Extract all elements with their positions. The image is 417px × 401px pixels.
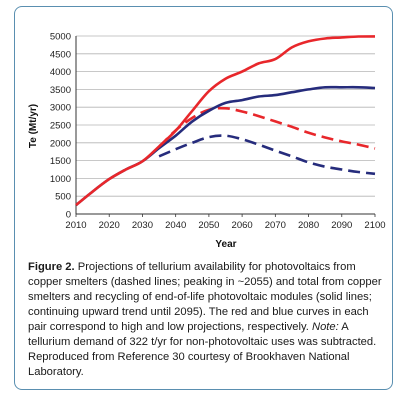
y-tick-label: 3000 xyxy=(50,103,71,114)
x-axis-title: Year xyxy=(215,239,236,250)
grid-layer xyxy=(76,35,375,197)
y-tick-label: 1500 xyxy=(50,156,71,167)
line-chart: 0 500 1000 1500 2000 2500 3000 3500 4000 4500 5000… xyxy=(28,32,386,251)
figure-label: Figure 2. xyxy=(28,261,75,273)
figure-panel xyxy=(14,6,393,390)
series-layer xyxy=(75,35,376,207)
blue-solid-line xyxy=(75,85,376,207)
x-tick-label: 2030 xyxy=(132,220,153,231)
y-tick-label: 500 xyxy=(55,192,71,203)
y-axis-title: Te (Mt/yr) xyxy=(28,104,39,148)
y-tick-label: 4000 xyxy=(50,67,71,78)
y-tick-label: 5000 xyxy=(50,32,71,43)
x-tick-label: 2060 xyxy=(232,220,253,231)
tick-layer: 0 500 1000 1500 2000 2500 3000 3500 4000 4500 5000… xyxy=(50,32,386,232)
y-tick-label: 3500 xyxy=(50,85,71,96)
y-tick-label: 0 xyxy=(66,210,71,221)
x-tick-label: 2100 xyxy=(364,220,385,231)
y-tick-label: 4500 xyxy=(50,49,71,60)
y-tick-label: 2500 xyxy=(50,121,71,132)
x-tick-label: 2070 xyxy=(265,220,286,231)
y-tick-label: 2000 xyxy=(50,138,71,149)
x-tick-label: 2080 xyxy=(298,220,319,231)
caption-note-label: Note: xyxy=(311,321,339,333)
axis-layer xyxy=(75,36,376,217)
red-solid-line xyxy=(75,35,376,207)
x-tick-label: 2020 xyxy=(99,220,120,231)
figure-caption: Figure 2. Projections of tellurium avail… xyxy=(28,260,384,380)
red-dashed-line xyxy=(158,106,376,150)
caption-note-text: A tellurium demand of 322 t/yr for non-p… xyxy=(28,321,377,378)
x-tick-label: 2010 xyxy=(65,220,86,231)
blue-dashed-line xyxy=(158,134,376,176)
x-tick-label: 2090 xyxy=(331,220,352,231)
y-tick-label: 1000 xyxy=(50,174,71,185)
x-tick-label: 2040 xyxy=(165,220,186,231)
x-tick-label: 2050 xyxy=(198,220,219,231)
caption-text: Projections of tellurium availability fo… xyxy=(28,261,382,333)
